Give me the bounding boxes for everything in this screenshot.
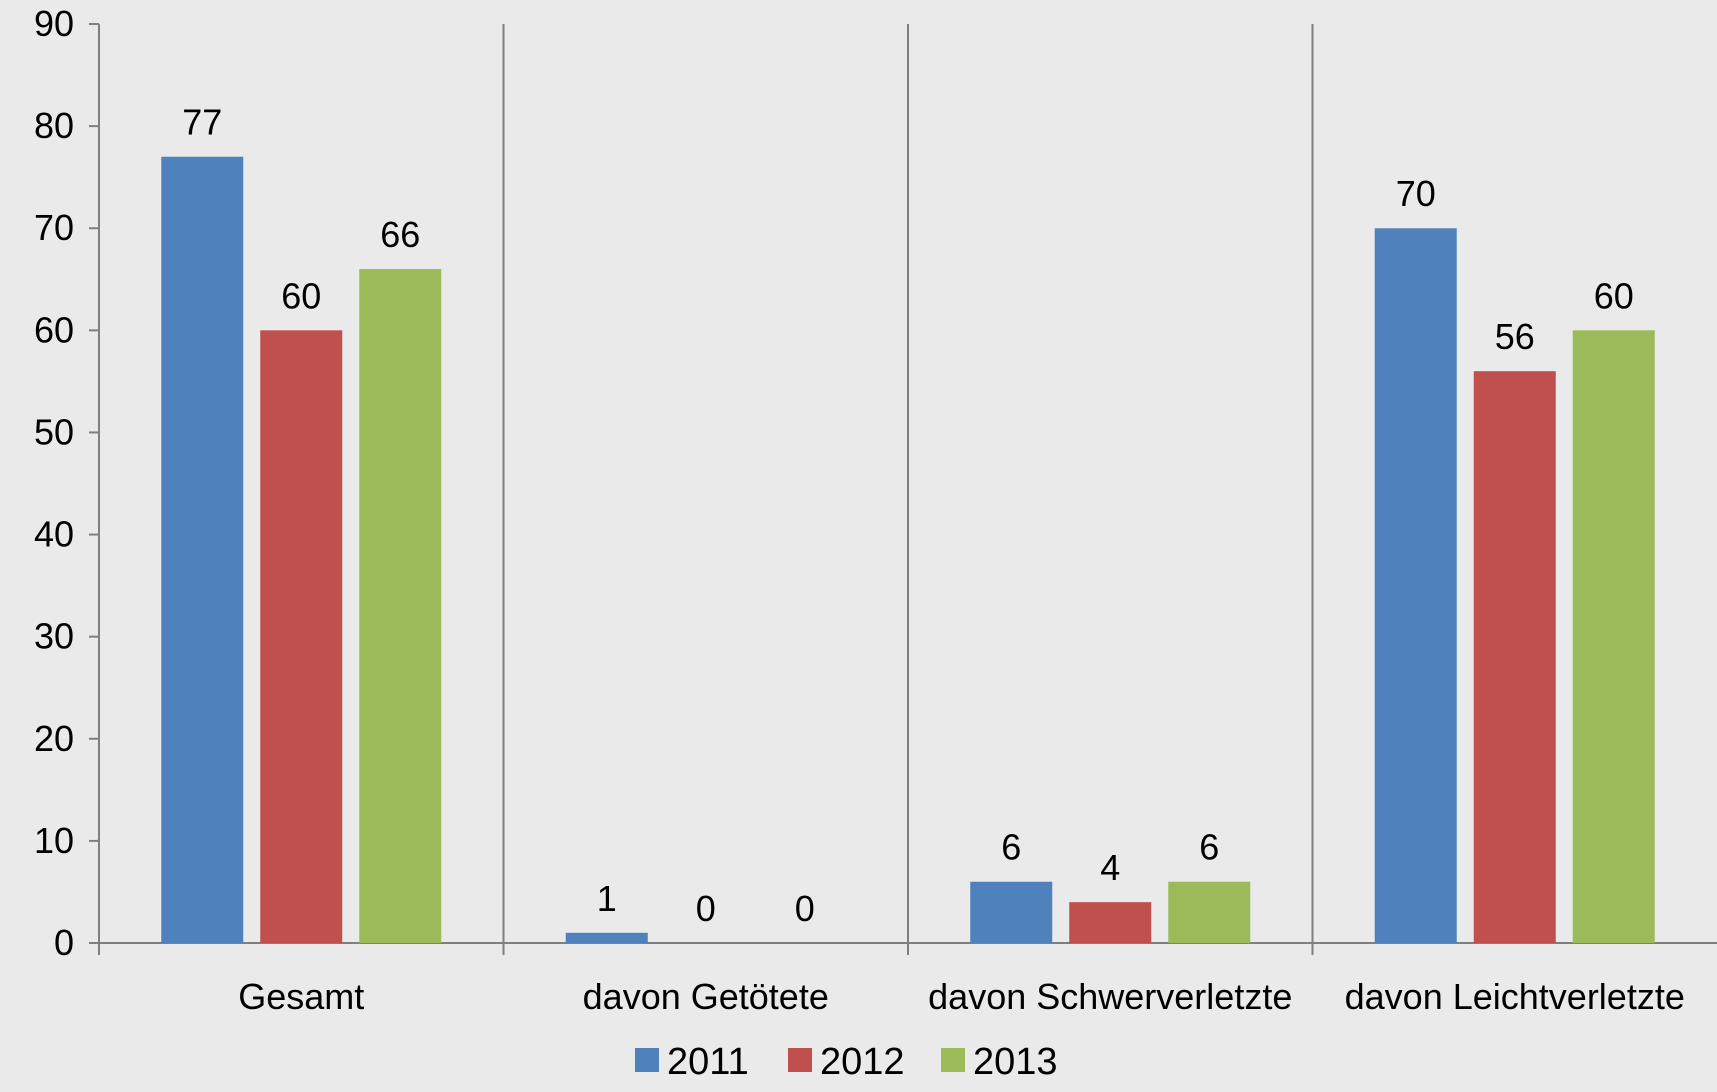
y-tick-label: 10 bbox=[34, 820, 74, 861]
data-label: 6 bbox=[1199, 827, 1219, 868]
y-tick-label: 20 bbox=[34, 718, 74, 759]
y-tick-label: 80 bbox=[34, 105, 74, 146]
data-label: 66 bbox=[380, 214, 420, 255]
bar-2013 bbox=[1168, 881, 1251, 943]
y-tick-label: 50 bbox=[34, 411, 74, 452]
bar-2013 bbox=[1572, 330, 1655, 943]
legend: 2011 2012 2013 bbox=[635, 1041, 1058, 1083]
data-label: 70 bbox=[1396, 173, 1436, 214]
data-label: 0 bbox=[795, 888, 815, 929]
bar-2013 bbox=[359, 269, 442, 944]
data-label: 4 bbox=[1100, 847, 1120, 888]
y-tick-label: 0 bbox=[54, 922, 74, 963]
data-label: 60 bbox=[1594, 275, 1634, 316]
bar-2011 bbox=[161, 156, 244, 943]
y-tick-label: 70 bbox=[34, 207, 74, 248]
y-tick-label: 60 bbox=[34, 309, 74, 350]
data-label: 1 bbox=[597, 878, 617, 919]
y-tick-label: 30 bbox=[34, 616, 74, 657]
category-label: davon Leichtverletzte bbox=[1345, 976, 1685, 1017]
bar-2011 bbox=[1374, 228, 1457, 943]
legend-label: 2013 bbox=[973, 1041, 1058, 1083]
bar-2012 bbox=[1069, 902, 1152, 943]
legend-label: 2012 bbox=[820, 1041, 905, 1083]
data-label: 77 bbox=[182, 102, 222, 143]
y-tick-label: 40 bbox=[34, 514, 74, 555]
bar-2012 bbox=[260, 330, 343, 943]
bar-2011 bbox=[970, 881, 1053, 943]
data-label: 0 bbox=[696, 888, 716, 929]
legend-swatch-2011 bbox=[635, 1048, 659, 1072]
category-label: davon Schwerverletzte bbox=[928, 976, 1292, 1017]
legend-label: 2011 bbox=[667, 1041, 749, 1083]
legend-swatch-2013 bbox=[941, 1048, 965, 1072]
data-label: 6 bbox=[1001, 827, 1021, 868]
data-label: 56 bbox=[1495, 316, 1535, 357]
category-label: davon Getötete bbox=[583, 976, 829, 1017]
y-tick-label: 90 bbox=[34, 3, 74, 44]
category-label: Gesamt bbox=[238, 976, 364, 1017]
bar-2012 bbox=[1473, 371, 1556, 944]
data-label: 60 bbox=[281, 275, 321, 316]
legend-swatch-2012 bbox=[788, 1048, 812, 1072]
bar-2011 bbox=[565, 932, 648, 943]
